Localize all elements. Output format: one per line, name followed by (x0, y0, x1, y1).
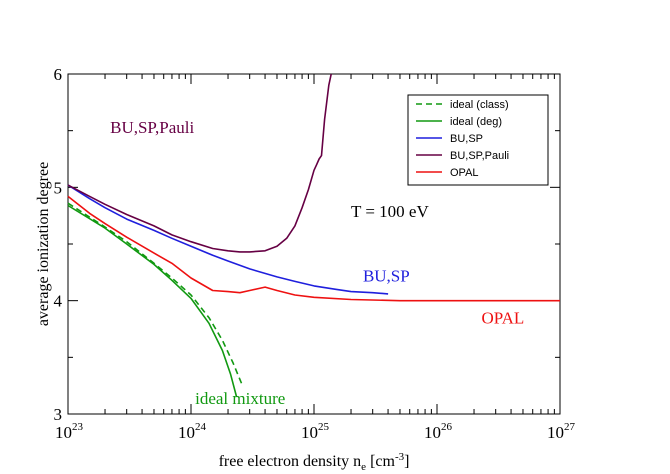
series-line-ideal-deg (67, 204, 238, 398)
x-tick-exp: 26 (441, 421, 453, 433)
series-line-ideal-class (67, 202, 243, 385)
x-tick-base: 10 (424, 423, 441, 442)
series-line-bu-sp-pauli (67, 73, 332, 253)
x-tick-label: 1026 (424, 421, 453, 442)
x-tick-label: 1027 (547, 421, 576, 442)
series-line-bu-sp (67, 184, 389, 295)
annotation-opal: OPAL (481, 308, 524, 327)
series-lines (67, 73, 560, 398)
x-tick-base: 10 (301, 423, 318, 442)
legend: ideal (class) ideal (deg) BU,SP BU,SP,Pauli… (407, 94, 549, 186)
legend-box (407, 94, 549, 186)
legend-label: BU,SP (450, 133, 483, 145)
x-tick-base: 10 (547, 423, 564, 442)
x-axis-label-end: ] (404, 453, 409, 470)
x-axis-label-main: free electron density n (219, 453, 362, 470)
x-tick-base: 10 (55, 423, 72, 442)
annotations: BU,SP,Pauli BU,SP OPAL ideal mixture T = 100… (110, 118, 524, 408)
legend-label: BU,SP,Pauli (450, 150, 509, 162)
y-axis-label: average ionization degree (35, 162, 52, 326)
x-tick-exp: 27 (564, 421, 576, 433)
x-axis-label-unit: [cm (366, 453, 395, 470)
x-tick-label: 1023 (55, 421, 84, 442)
x-tick-exp: 23 (72, 421, 84, 433)
x-axis-label-sub: e (361, 461, 366, 473)
annotation-bu-sp: BU,SP (363, 266, 410, 285)
annotation-bu-sp-pauli: BU,SP,Pauli (110, 118, 194, 137)
temperature-label: T = 100 eV (351, 202, 429, 221)
legend-label: OPAL (450, 167, 479, 179)
y-tick-label: 4 (54, 292, 63, 311)
legend-label: ideal (deg) (450, 116, 502, 128)
x-tick-base: 10 (178, 423, 195, 442)
y-tick-label: 3 (54, 405, 63, 424)
x-tick-exp: 25 (318, 421, 330, 433)
x-axis-label-unit-sup: -3 (395, 451, 405, 463)
ticks (67, 73, 561, 415)
x-tick-label: 1024 (178, 421, 207, 442)
series-line-opal (67, 195, 560, 302)
x-tick-exp: 24 (195, 421, 207, 433)
y-tick-label: 6 (54, 65, 63, 84)
x-tick-label: 1025 (301, 421, 330, 442)
x-axis-label: free electron density ne [cm-3] (219, 451, 410, 473)
annotation-ideal-mixture: ideal mixture (195, 389, 285, 408)
y-tick-label: 5 (54, 178, 63, 197)
legend-label: ideal (class) (450, 99, 509, 111)
legend-items: ideal (class) ideal (deg) BU,SP BU,SP,Pauli… (416, 99, 509, 179)
